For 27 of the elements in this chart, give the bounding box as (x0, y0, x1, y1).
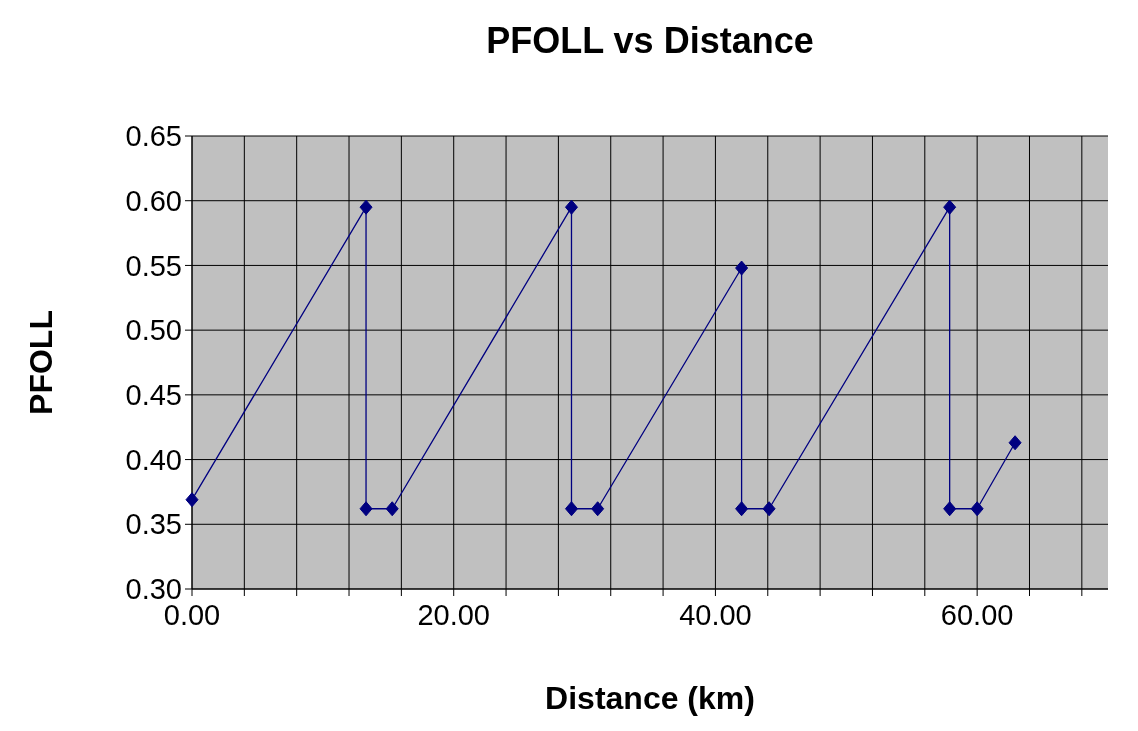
x-tick-label: 20.00 (417, 599, 490, 631)
point (185, 492, 199, 508)
y-tick-label: 0.55 (125, 249, 182, 282)
point (943, 501, 957, 517)
point (762, 501, 776, 517)
point (359, 199, 373, 215)
point (970, 501, 984, 517)
y-tick-label: 0.45 (125, 379, 182, 412)
y-axis-title: PFOLL (23, 310, 59, 415)
point (1008, 435, 1022, 451)
point (735, 260, 749, 276)
y-tick-label: 0.60 (125, 184, 182, 217)
point (564, 199, 578, 215)
x-tick-label: 40.00 (679, 599, 752, 631)
point (591, 501, 605, 517)
y-tick-label: 0.35 (125, 508, 182, 541)
y-tick-label: 0.65 (125, 120, 182, 153)
y-tick-label: 0.50 (125, 314, 182, 347)
point (385, 501, 399, 517)
chart-title: PFOLL vs Distance (486, 20, 814, 61)
point (735, 501, 749, 517)
x-tick-label: 60.00 (940, 599, 1014, 631)
x-axis-title: Distance (km) (545, 680, 755, 716)
point (359, 501, 373, 517)
y-tick-label: 0.40 (125, 443, 182, 476)
point (943, 199, 957, 215)
point (564, 501, 578, 517)
